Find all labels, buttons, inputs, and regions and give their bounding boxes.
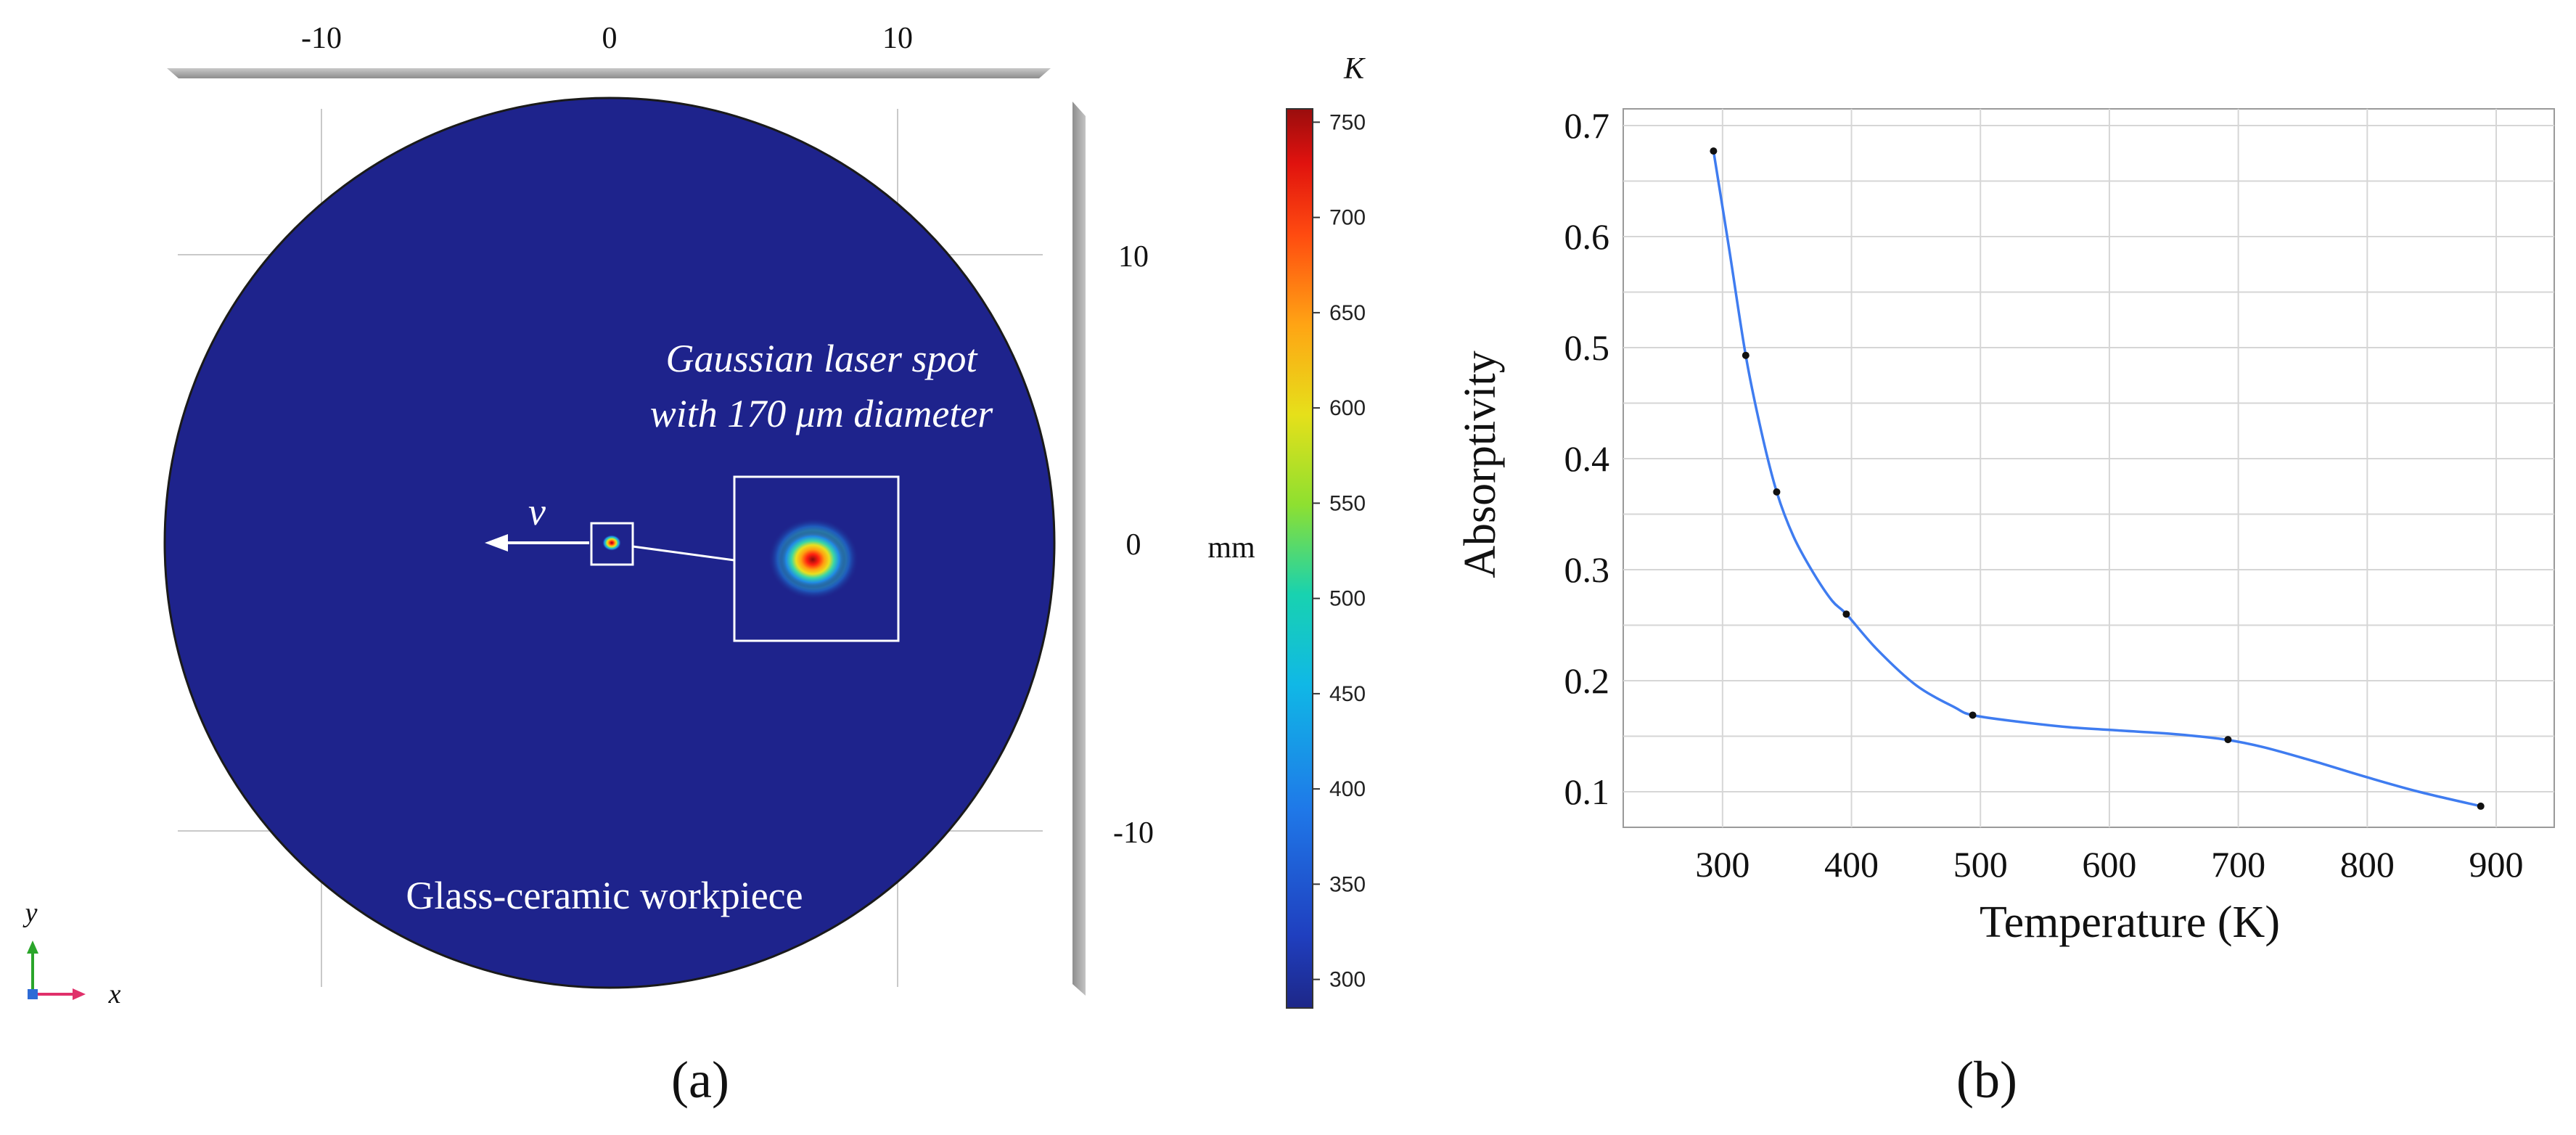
- data-point: [1842, 610, 1850, 618]
- laser-spot: [602, 535, 621, 551]
- y-tick-label: 0.6: [1564, 216, 1610, 257]
- data-point: [2224, 736, 2232, 744]
- top-tick-label: 0: [602, 22, 618, 55]
- triad-y-label: y: [22, 898, 38, 928]
- data-point: [2477, 802, 2485, 810]
- right-tick-label: 10: [1118, 240, 1149, 274]
- zoom-inset-spot: [768, 518, 858, 599]
- x-axis-title: Temperature (K): [1980, 898, 2280, 947]
- laser-spot-box: [590, 522, 634, 566]
- zoom-connector: [632, 545, 735, 562]
- velocity-label: v: [528, 490, 546, 533]
- colorbar-tick-label: 700: [1329, 206, 1366, 230]
- colorbar-tick-label: 600: [1329, 396, 1366, 420]
- y-tick-label: 0.1: [1564, 771, 1610, 812]
- y-tick-label: 0.7: [1564, 105, 1610, 146]
- colorbar-tick-label: 450: [1329, 682, 1366, 706]
- colorbar-tick-label: 400: [1329, 777, 1366, 801]
- axis-triad: y x: [22, 898, 121, 1009]
- right-tick-label: 0: [1126, 528, 1141, 562]
- spot-label-line1: Gaussian laser spot: [665, 337, 978, 380]
- top-axis-bar: [167, 68, 1051, 78]
- panel-a-label: (a): [671, 1051, 729, 1109]
- spot-label-line2: with 170 μm diameter: [650, 392, 994, 435]
- colorbar: [1286, 108, 1313, 1009]
- right-tick-label: -10: [1113, 816, 1154, 850]
- right-axis-bar: [1072, 102, 1086, 996]
- colorbar-tick-label: 550: [1329, 491, 1366, 515]
- panel-b-label: (b): [1956, 1051, 2017, 1109]
- panel-a-heatmap: -10 0 10 10 0 -10 mm Gaussian laser spot wit…: [22, 22, 1366, 1109]
- x-tick-label: 400: [1824, 844, 1879, 885]
- plot-frame: [1623, 108, 2555, 828]
- grid-lines-b: [1623, 109, 2554, 827]
- x-tick-label: 300: [1695, 844, 1750, 885]
- x-tick-label: 500: [1953, 844, 2008, 885]
- colorbar-unit: K: [1343, 52, 1366, 86]
- series-absorptivity: [1712, 150, 2482, 808]
- y-tick-label: 0.4: [1564, 438, 1610, 479]
- colorbar-tick-label: 750: [1329, 110, 1366, 134]
- data-point: [1710, 147, 1718, 155]
- series-markers: [1710, 147, 2485, 810]
- colorbar-tick-labels: 750 700 650 600 550 500 450 400 350 300: [1313, 110, 1366, 992]
- triad-x-label: x: [108, 979, 121, 1009]
- colorbar-tick-label: 650: [1329, 301, 1366, 325]
- right-tick-labels: 10 0 -10: [1113, 240, 1154, 850]
- colorbar-tick-label: 300: [1329, 968, 1366, 992]
- colorbar-tick-label: 500: [1329, 587, 1366, 611]
- velocity-arrow: [485, 534, 589, 552]
- y-tick-labels: 0.1 0.2 0.3 0.4 0.5 0.6 0.7: [1564, 105, 1610, 812]
- y-tick-label: 0.3: [1564, 549, 1610, 590]
- data-point: [1773, 488, 1781, 496]
- axis-unit-label: mm: [1207, 531, 1255, 565]
- x-tick-labels: 300 400 500 600 700 800 900: [1695, 844, 2523, 885]
- y-axis-title: Absorptivity: [1456, 351, 1505, 578]
- top-tick-label: -10: [301, 22, 342, 55]
- top-tick-labels: -10 0 10: [301, 22, 913, 55]
- workpiece-label: Glass-ceramic workpiece: [406, 874, 803, 917]
- x-tick-label: 600: [2082, 844, 2136, 885]
- y-tick-label: 0.5: [1564, 327, 1610, 368]
- colorbar-tick-label: 350: [1329, 872, 1366, 896]
- x-tick-label: 900: [2469, 844, 2524, 885]
- panel-b-line-chart: 0.1 0.2 0.3 0.4 0.5 0.6 0.7 300 400 500 600 700 800…: [1456, 105, 2555, 1109]
- y-tick-label: 0.2: [1564, 660, 1610, 701]
- top-tick-label: 10: [882, 22, 913, 55]
- x-tick-label: 700: [2211, 844, 2265, 885]
- data-point: [1969, 711, 1977, 719]
- x-tick-label: 800: [2340, 844, 2395, 885]
- data-point: [1742, 351, 1750, 359]
